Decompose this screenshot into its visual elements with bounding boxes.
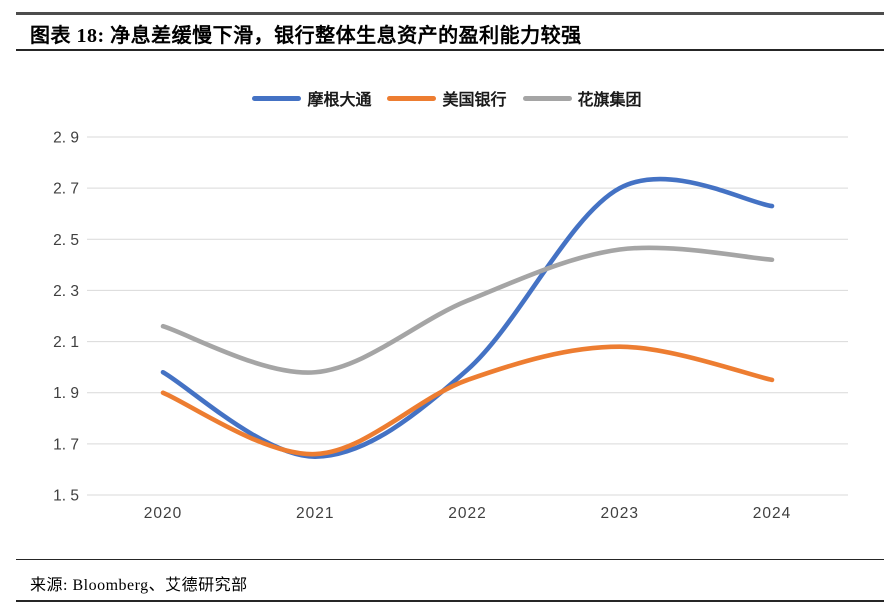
y-axis-tick-label: 2. 5 <box>53 232 79 249</box>
legend-item-jpmorgan: 摩根大通 <box>252 86 371 110</box>
legend-line-swatch-gray <box>522 95 572 101</box>
source-divider-rule <box>16 559 884 560</box>
y-axis-tick-label: 2. 9 <box>53 130 79 147</box>
legend-label: 美国银行 <box>442 92 507 109</box>
series-line-1 <box>160 344 775 457</box>
series-line-2 <box>160 245 775 375</box>
legend-item-citigroup: 花旗集团 <box>522 86 642 110</box>
source-attribution: 来源: Bloomberg、艾德研究部 <box>30 577 248 594</box>
x-axis-tick-label: 2023 <box>601 505 639 522</box>
y-axis-tick-label: 1. 7 <box>53 436 79 453</box>
x-axis-tick-label: 2021 <box>296 505 334 522</box>
y-axis-tick-label: 2. 3 <box>53 283 79 300</box>
series-line-0 <box>160 176 775 459</box>
y-axis-tick-label: 2. 7 <box>53 181 79 198</box>
top-border-rule <box>16 12 884 15</box>
legend-line-swatch-blue <box>252 95 302 101</box>
bottom-border-rule <box>16 600 884 602</box>
legend-label: 摩根大通 <box>307 92 372 109</box>
x-axis-tick-label: 2024 <box>753 505 791 522</box>
y-axis-tick-label: 2. 1 <box>53 334 79 351</box>
legend-label: 花旗集团 <box>577 92 642 109</box>
legend-line-swatch-orange <box>387 95 437 101</box>
x-axis-tick-label: 2022 <box>448 505 486 522</box>
chart-legend: 摩根大通 美国银行 花旗集团 <box>0 86 894 110</box>
title-underline-rule <box>16 49 884 51</box>
y-axis-tick-label: 1. 9 <box>53 385 79 402</box>
y-axis-tick-label: 1. 5 <box>53 488 79 505</box>
line-chart-plot-area: 2. 9 2. 7 2. 5 2. 3 2. 1 1. 9 1. 7 1. 5 2020 2021… <box>53 130 848 522</box>
legend-item-bank-of-america: 美国银行 <box>387 86 507 110</box>
chart-title: 图表 18: 净息差缓慢下滑，银行整体生息资产的盈利能力较强 <box>30 25 582 47</box>
x-axis-tick-label: 2020 <box>144 505 182 522</box>
